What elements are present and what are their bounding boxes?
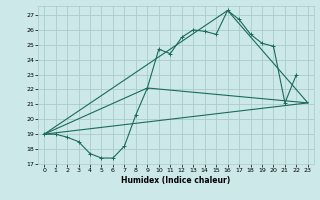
X-axis label: Humidex (Indice chaleur): Humidex (Indice chaleur) bbox=[121, 176, 231, 185]
